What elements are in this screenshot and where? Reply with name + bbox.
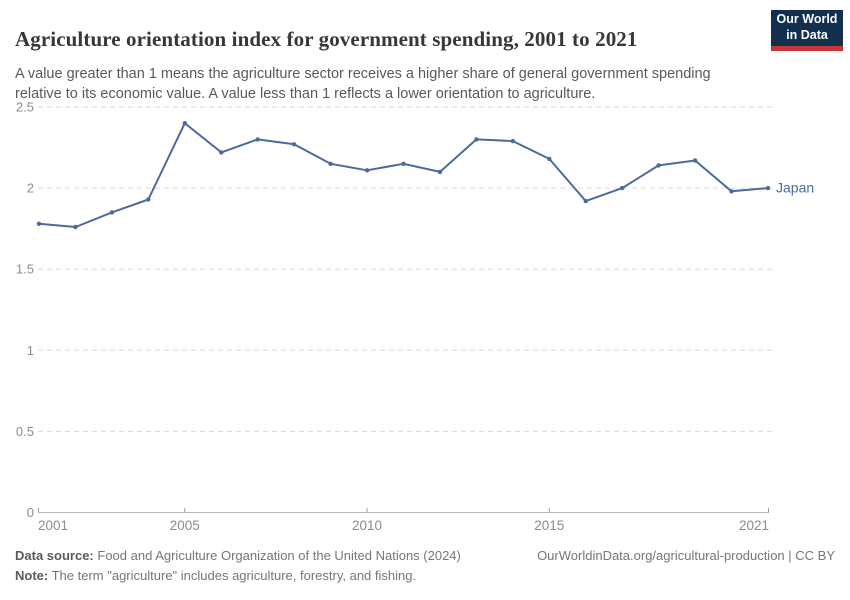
logo-line-2: in Data: [786, 28, 828, 42]
data-point[interactable]: [182, 121, 187, 126]
data-point[interactable]: [729, 189, 734, 194]
x-tick-label: 2010: [352, 518, 382, 533]
y-tick-label: 1.5: [16, 262, 34, 277]
series-path[interactable]: [38, 122, 769, 228]
chart-subtitle: A value greater than 1 means the agricul…: [15, 65, 711, 102]
x-tick-label: 2005: [170, 518, 200, 533]
data-source-label: Data source:: [15, 548, 94, 563]
data-point[interactable]: [547, 156, 552, 162]
chart-title: Agriculture orientation index for govern…: [15, 27, 638, 52]
data-point[interactable]: [255, 137, 260, 142]
footer-data-source: Data source: Food and Agriculture Organi…: [15, 548, 461, 563]
y-tick-label: 0.5: [16, 424, 34, 439]
data-point[interactable]: [219, 150, 224, 155]
data-point[interactable]: [364, 168, 370, 173]
data-point[interactable]: [583, 198, 588, 204]
data-point[interactable]: [620, 185, 625, 191]
owid-logo[interactable]: Our World in Data: [771, 10, 843, 51]
note-label: Note:: [15, 568, 49, 583]
series-label-japan[interactable]: Japan: [776, 180, 814, 196]
data-point[interactable]: [328, 161, 333, 166]
data-point[interactable]: [146, 197, 151, 202]
data-point[interactable]: [692, 158, 698, 163]
series-line-japan[interactable]: [36, 121, 771, 230]
footer-attribution[interactable]: OurWorldinData.org/agricultural-producti…: [537, 548, 835, 563]
note-text: The term "agriculture" includes agricult…: [51, 568, 417, 583]
data-point[interactable]: [765, 185, 771, 191]
x-tick-label: 2001: [38, 518, 68, 533]
data-point[interactable]: [291, 142, 297, 147]
y-tick-label: 0: [27, 505, 34, 520]
data-point[interactable]: [36, 221, 42, 226]
y-tick-label: 2.5: [16, 100, 34, 115]
data-point[interactable]: [510, 138, 516, 144]
data-point[interactable]: [437, 169, 443, 175]
data-point[interactable]: [73, 224, 78, 230]
x-tick-label: 2015: [534, 518, 564, 533]
data-source-text: Food and Agriculture Organization of the…: [97, 548, 461, 563]
logo-line-1: Our World: [776, 12, 838, 27]
x-tick-label: 2021: [739, 518, 769, 533]
footer-note: Note: The term "agriculture" includes ag…: [15, 568, 416, 583]
data-point[interactable]: [401, 161, 406, 166]
y-tick-label: 2: [27, 181, 34, 196]
data-point[interactable]: [109, 210, 115, 215]
y-tick-label: 1: [27, 343, 34, 358]
data-point[interactable]: [474, 137, 479, 142]
data-point[interactable]: [656, 163, 661, 168]
